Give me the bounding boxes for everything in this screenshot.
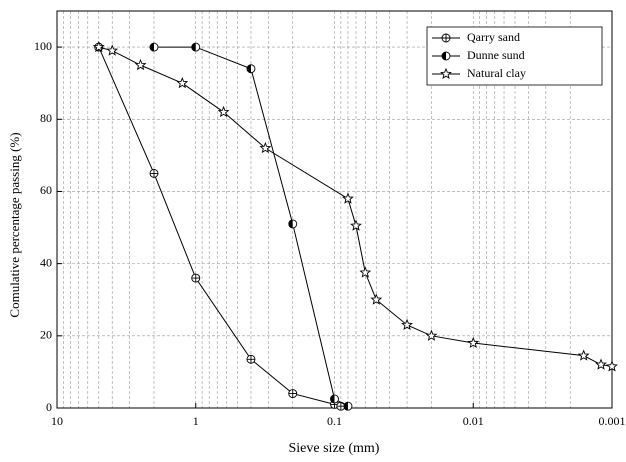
marker [441, 51, 451, 61]
star [176, 76, 189, 89]
marker [577, 349, 590, 361]
star [577, 349, 590, 361]
half [191, 43, 196, 52]
y-tick-label: 40 [40, 255, 52, 269]
cross [191, 274, 200, 283]
marker [288, 389, 298, 399]
series-line [98, 46, 613, 367]
marker [149, 168, 159, 178]
star [350, 219, 362, 231]
half [246, 64, 251, 73]
y-tick-label: 0 [46, 400, 52, 414]
star [467, 336, 480, 349]
x-tick-label: 0.001 [599, 414, 626, 428]
x-tick-label: 0.01 [463, 414, 484, 428]
star [359, 266, 372, 278]
star [440, 67, 452, 80]
half [149, 43, 154, 52]
marker [191, 42, 201, 52]
marker [246, 64, 256, 74]
star [342, 192, 354, 204]
y-tick-label: 80 [40, 111, 52, 125]
marker [441, 33, 451, 43]
star [595, 358, 607, 370]
marker [92, 40, 105, 53]
marker [595, 358, 607, 370]
star [134, 58, 147, 71]
marker [467, 336, 480, 349]
marker [425, 329, 438, 341]
cross [442, 34, 450, 42]
star [106, 44, 119, 56]
y-tick-label: 20 [40, 328, 52, 342]
marker [343, 401, 353, 411]
marker [149, 42, 159, 52]
marker [191, 273, 201, 283]
x-tick-label: 0.1 [327, 414, 342, 428]
x-axis-label: Sieve size (mm) [289, 441, 380, 456]
half [442, 52, 446, 60]
y-axis-label: Comulative percentage passing (%) [7, 132, 22, 317]
marker [606, 360, 618, 372]
marker [246, 354, 256, 364]
y-tick-label: 100 [34, 39, 52, 53]
marker [350, 219, 362, 231]
half [343, 402, 348, 411]
star [401, 318, 413, 331]
star [259, 141, 272, 154]
half [288, 219, 293, 228]
marker [134, 58, 147, 71]
cross [149, 169, 158, 178]
star [92, 40, 105, 53]
star [370, 293, 383, 305]
legend-label: Dunne sund [467, 48, 525, 62]
star [425, 329, 438, 341]
marker [176, 76, 189, 89]
marker [330, 394, 339, 404]
marker [259, 141, 272, 154]
legend-label: Qarry sand [467, 30, 520, 44]
star [606, 360, 618, 372]
marker [288, 219, 298, 229]
marker [217, 105, 230, 118]
half [330, 394, 335, 403]
y-tick-label: 60 [40, 183, 52, 197]
cross [246, 355, 255, 364]
x-tick-label: 10 [51, 414, 63, 428]
marker [106, 44, 119, 56]
marker [342, 192, 354, 204]
cross [288, 389, 297, 398]
x-tick-label: 1 [193, 414, 199, 428]
legend-label: Natural clay [467, 66, 526, 80]
marker [359, 266, 372, 278]
star [217, 105, 230, 118]
marker [440, 67, 452, 80]
marker [401, 318, 413, 331]
series-line [98, 46, 341, 407]
marker [370, 293, 383, 305]
